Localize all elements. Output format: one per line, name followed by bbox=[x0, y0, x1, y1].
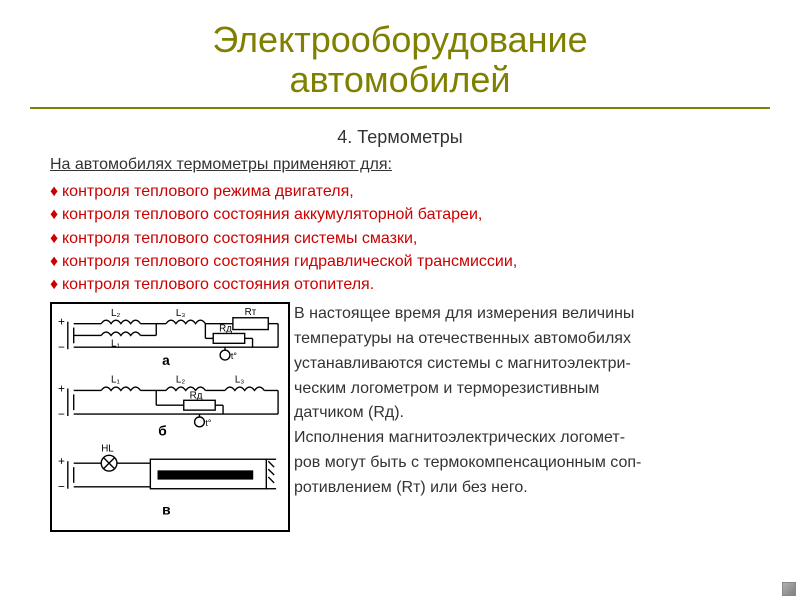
bullet-item: контроля теплового состояния отопителя. bbox=[50, 273, 750, 296]
body-line: В настоящее время для измерения величины bbox=[294, 302, 750, 327]
label-L2: L₂ bbox=[111, 308, 120, 319]
svg-text:−: − bbox=[58, 408, 65, 421]
svg-text:Rд: Rд bbox=[190, 390, 203, 401]
page-title: Электрооборудование автомобилей bbox=[50, 20, 750, 99]
body-line: ров могут быть с термокомпенсационным со… bbox=[294, 451, 750, 476]
svg-text:L₃: L₃ bbox=[235, 375, 244, 386]
title-rule bbox=[30, 107, 770, 109]
title-line1: Электрооборудование bbox=[212, 19, 587, 60]
label-t: t° bbox=[231, 351, 237, 361]
circuit-diagram: + − bbox=[50, 302, 290, 532]
bullet-item: контроля теплового состояния системы сма… bbox=[50, 227, 750, 250]
slide: Электрооборудование автомобилей 4. Термо… bbox=[0, 0, 800, 600]
body-line: Исполнения магнитоэлектрических логомет- bbox=[294, 426, 750, 451]
body-line: устанавливаются системы с магнитоэлектри… bbox=[294, 352, 750, 377]
svg-text:t°: t° bbox=[205, 418, 211, 428]
label-HL: HL bbox=[101, 444, 114, 455]
label-Rd: Rд bbox=[219, 324, 232, 335]
bullet-item: контроля теплового состояния гидравличес… bbox=[50, 250, 750, 273]
body-line: датчиком (Rд). bbox=[294, 401, 750, 426]
svg-text:−: − bbox=[58, 481, 65, 494]
circuit-svg: + − bbox=[52, 304, 288, 530]
label-v: в bbox=[162, 502, 170, 517]
label-L3: L₃ bbox=[176, 308, 185, 319]
intro-text: На автомобилях термометры применяют для: bbox=[50, 156, 750, 174]
bullet-item: контроля теплового режима двигателя, bbox=[50, 180, 750, 203]
body-line: температуры на отечественных автомобилях bbox=[294, 327, 750, 352]
content-row: + − bbox=[50, 302, 750, 532]
label-a: а bbox=[162, 353, 170, 368]
body-line: ротивлением (Rт) или без него. bbox=[294, 476, 750, 501]
svg-text:+: + bbox=[58, 383, 65, 396]
bullet-list: контроля теплового режима двигателя, кон… bbox=[50, 180, 750, 296]
body-text: В настоящее время для измерения величины… bbox=[290, 302, 750, 532]
svg-text:+: + bbox=[58, 316, 65, 329]
label-L1: L₁ bbox=[111, 338, 120, 349]
svg-text:L₁: L₁ bbox=[111, 375, 120, 386]
svg-text:+: + bbox=[58, 455, 65, 468]
label-Rt: Rт bbox=[245, 307, 257, 318]
title-line2: автомобилей bbox=[289, 59, 510, 100]
bullet-item: контроля теплового состояния аккумулятор… bbox=[50, 203, 750, 226]
corner-mark-icon bbox=[782, 582, 796, 596]
section-subtitle: 4. Термометры bbox=[50, 127, 750, 148]
svg-text:−: − bbox=[58, 341, 65, 354]
svg-text:L₂: L₂ bbox=[176, 375, 185, 386]
body-line: ческим логометром и терморезистивным bbox=[294, 377, 750, 402]
label-b: б bbox=[158, 424, 167, 439]
